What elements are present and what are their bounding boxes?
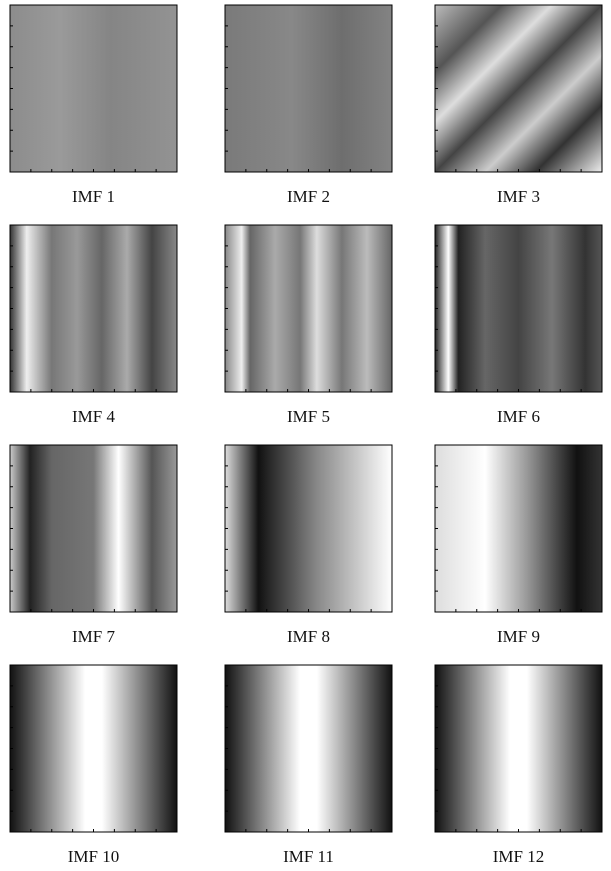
- panel-label: IMF 8: [287, 627, 330, 646]
- imf-image: [435, 5, 602, 172]
- imf-image: [435, 665, 602, 832]
- panel-label: IMF 7: [72, 627, 115, 646]
- imf-image: [435, 445, 602, 612]
- panel-label: IMF 5: [287, 407, 330, 426]
- imf-image: [225, 5, 392, 172]
- imf-image: [225, 225, 392, 392]
- imf-image: [10, 5, 177, 172]
- panel-label: IMF 12: [493, 847, 544, 866]
- panel-label: IMF 10: [68, 847, 119, 866]
- imf-image: [10, 445, 177, 612]
- panel-label: IMF 6: [497, 407, 540, 426]
- panel-label: IMF 1: [72, 187, 115, 206]
- panel-label: IMF 4: [72, 407, 115, 426]
- panel-label: IMF 2: [287, 187, 330, 206]
- imf-image: [225, 665, 392, 832]
- panel-label: IMF 9: [497, 627, 540, 646]
- figure: IMF 1 IMF 2 IMF 3 IMF 4 IMF 5 IMF 6 IMF 7 IMF 8…: [0, 0, 611, 871]
- imf-image: [10, 665, 177, 832]
- imf-image: [435, 225, 602, 392]
- imf-image: [225, 445, 392, 612]
- imf-image: [10, 225, 177, 392]
- panel-label: IMF 3: [497, 187, 540, 206]
- panel-label: IMF 11: [283, 847, 334, 866]
